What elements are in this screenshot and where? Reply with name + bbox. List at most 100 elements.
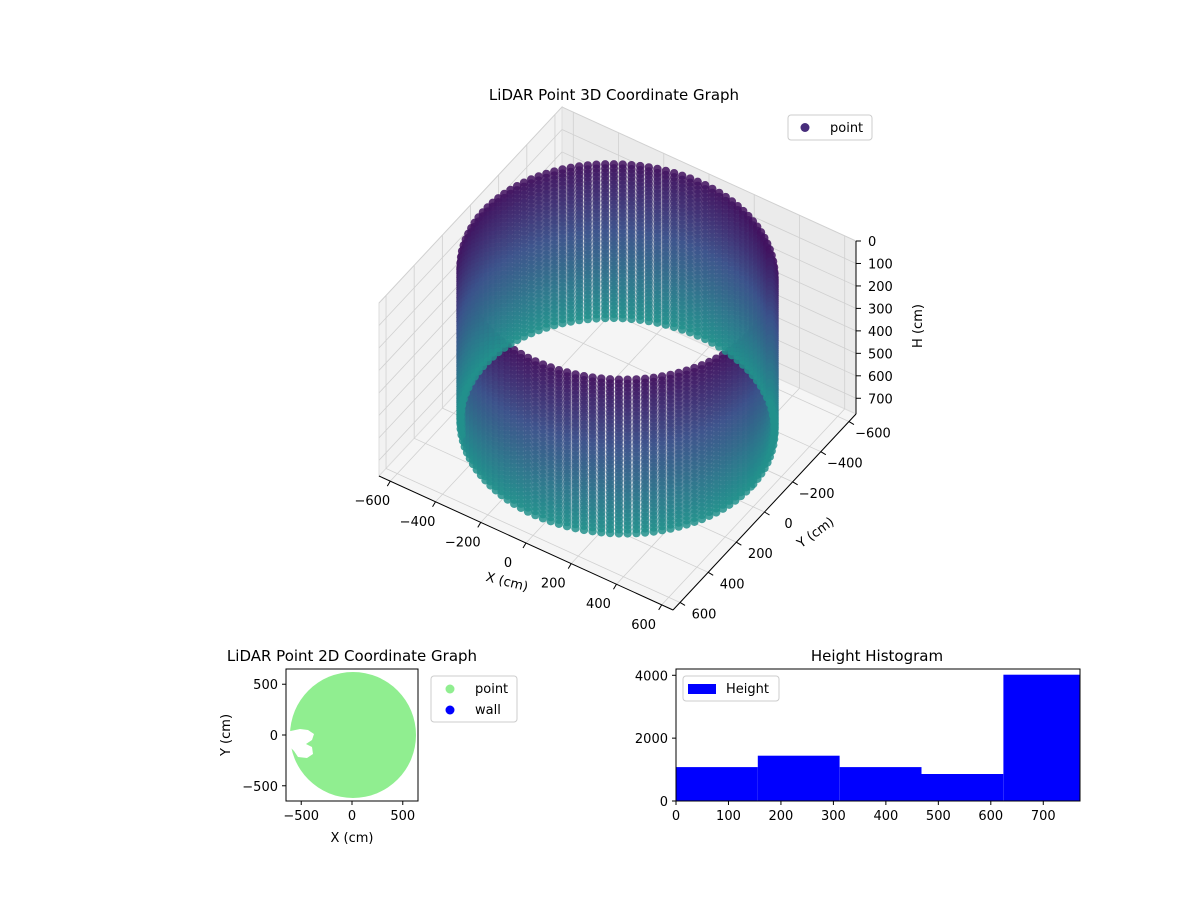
cylinder-point bbox=[636, 315, 645, 324]
cylinder-point bbox=[575, 315, 584, 325]
cylinder-point bbox=[601, 313, 610, 323]
hist-bar-1 bbox=[757, 755, 840, 801]
z-tick-label-0: 0 bbox=[868, 235, 876, 250]
hist-bar-0 bbox=[676, 767, 758, 801]
chart-3d-title: LiDAR Point 3D Coordinate Graph bbox=[489, 86, 739, 104]
x-tick-label-4: 200 bbox=[541, 577, 566, 592]
cylinder-point bbox=[693, 331, 702, 340]
cylinder-point bbox=[678, 325, 687, 334]
cylinder-point bbox=[627, 314, 636, 324]
cylinder-point bbox=[597, 528, 606, 537]
cylinder-point bbox=[669, 322, 679, 332]
y-tick-label-2: −200 bbox=[799, 487, 835, 502]
cylinder-point bbox=[497, 490, 506, 500]
cylinder-point bbox=[623, 529, 632, 538]
cylinder-point bbox=[512, 335, 522, 345]
cylinder-point bbox=[609, 313, 619, 323]
x-tick-mark-3 bbox=[522, 542, 527, 549]
x2-tick-label-2: 500 bbox=[390, 809, 415, 824]
cylinder-point bbox=[579, 525, 589, 535]
cylinder-point bbox=[500, 343, 509, 352]
z-tick-label-4: 400 bbox=[868, 325, 893, 340]
cylinder-point bbox=[519, 332, 529, 341]
cylinder-point bbox=[632, 528, 641, 538]
cylinder-point bbox=[614, 529, 624, 538]
z-tick-label-2: 200 bbox=[868, 280, 893, 295]
cylinder-point bbox=[618, 314, 627, 323]
cylinder-point bbox=[494, 347, 503, 357]
cylinder-point bbox=[542, 323, 551, 332]
x-tick-label-2: −200 bbox=[445, 535, 481, 550]
cylinder-point bbox=[685, 328, 695, 337]
chart-3d-legend-marker bbox=[800, 123, 810, 132]
cylinder-point bbox=[534, 326, 543, 335]
hist-legend-swatch bbox=[688, 684, 716, 694]
z-tick-label-1: 100 bbox=[868, 257, 893, 272]
hx-tick-label-6: 600 bbox=[978, 809, 1003, 824]
cylinder-point bbox=[666, 524, 675, 533]
cylinder-point bbox=[661, 320, 670, 329]
y2-tick-label-0: 500 bbox=[253, 678, 278, 693]
chart-3d-legend: point bbox=[787, 114, 873, 141]
cylinder-point bbox=[682, 520, 691, 529]
cylinder-point bbox=[697, 514, 707, 524]
z-tick-label-5: 500 bbox=[868, 347, 893, 362]
cylinder-point bbox=[506, 339, 515, 348]
cylinder-point bbox=[588, 527, 597, 536]
x-tick-label-6: 600 bbox=[631, 618, 656, 633]
hy-tick-label-1: 2000 bbox=[635, 732, 668, 747]
cylinder-point bbox=[649, 527, 658, 536]
y-tick-mark-5 bbox=[707, 571, 714, 576]
cylinder-point bbox=[456, 418, 465, 427]
hy-tick-label-2: 4000 bbox=[635, 669, 668, 684]
hist-bar-4 bbox=[1003, 674, 1080, 801]
cylinder-point bbox=[674, 522, 683, 531]
cylinder-point bbox=[571, 524, 580, 533]
x-tick-mark-5 bbox=[613, 583, 617, 590]
hx-tick-label-1: 100 bbox=[716, 809, 741, 824]
cylinder-point bbox=[640, 528, 650, 537]
cylinder-point bbox=[765, 399, 774, 408]
cylinder-point bbox=[510, 499, 519, 508]
grid-back-z-0 bbox=[561, 106, 857, 242]
cylinder-point bbox=[527, 329, 536, 338]
grid-left-z-0 bbox=[378, 106, 563, 304]
y2-tick-label-2: −500 bbox=[242, 780, 278, 795]
chart-3d-ylabel: Y (cm) bbox=[794, 515, 838, 552]
y-tick-label-4: 200 bbox=[748, 547, 773, 562]
cylinder-point bbox=[516, 503, 526, 512]
chart-3d-xlabel: X (cm) bbox=[484, 570, 529, 595]
x-tick-mark-0 bbox=[386, 480, 391, 487]
y-tick-mark-6 bbox=[679, 602, 686, 606]
x-tick-mark-1 bbox=[432, 501, 436, 508]
chart-height-histogram: Height Histogram 0 100 200 300 400 500 600 7000… bbox=[635, 647, 1081, 824]
hx-tick-label-0: 0 bbox=[672, 809, 680, 824]
hy-tick-label-0: 0 bbox=[660, 795, 668, 810]
chart-2d-ylabel: Y (cm) bbox=[219, 714, 234, 757]
chart-2d-legend: point wall bbox=[430, 675, 518, 723]
hx-tick-label-5: 500 bbox=[926, 809, 951, 824]
chart-2d-xlabel: X (cm) bbox=[331, 831, 374, 846]
cylinder-point bbox=[558, 319, 567, 328]
z-tick-label-6: 600 bbox=[868, 370, 893, 385]
chart-3d-scatter: LiDAR Point 3D Coordinate Graph −600 −400… bbox=[354, 86, 926, 633]
x-tick-label-0: −600 bbox=[354, 494, 390, 509]
x-tick-label-3: 0 bbox=[504, 556, 512, 571]
y-tick-label-0: −600 bbox=[855, 427, 891, 442]
chart-2d-legend-label-point: point bbox=[475, 682, 508, 697]
x2-tick-label-0: −500 bbox=[283, 809, 319, 824]
hist-title: Height Histogram bbox=[811, 647, 943, 665]
chart-2d-legend-marker-wall bbox=[445, 705, 455, 715]
x-tick-mark-4 bbox=[567, 563, 572, 569]
y-tick-label-5: 400 bbox=[720, 577, 745, 592]
hist-bar-3 bbox=[921, 774, 1004, 801]
z-tick-label-7: 700 bbox=[868, 392, 893, 407]
chart-3d-zlabel: H (cm) bbox=[911, 304, 926, 348]
chart-2d-title: LiDAR Point 2D Coordinate Graph bbox=[227, 647, 477, 665]
y-tick-label-6: 600 bbox=[692, 607, 717, 622]
x-tick-label-1: −400 bbox=[400, 515, 436, 530]
hist-legend: Height bbox=[682, 675, 780, 702]
cylinder-point bbox=[503, 495, 512, 504]
cylinder-point bbox=[657, 526, 667, 535]
y-tick-mark-4 bbox=[736, 541, 742, 546]
